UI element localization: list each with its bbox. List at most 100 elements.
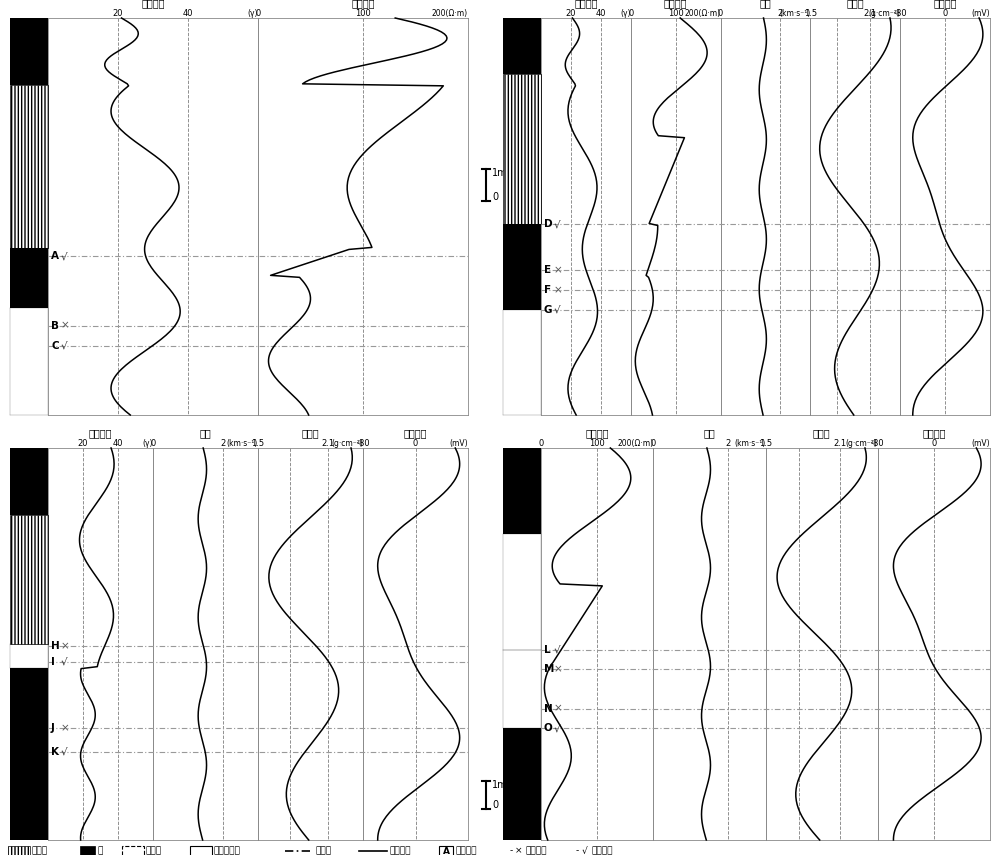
Text: 2.1: 2.1 bbox=[864, 9, 877, 18]
Text: 40: 40 bbox=[596, 9, 606, 18]
Bar bbox=[190, 846, 212, 855]
Text: (mV): (mV) bbox=[971, 439, 990, 448]
Text: 0: 0 bbox=[492, 192, 498, 202]
Text: (γ): (γ) bbox=[620, 9, 631, 18]
Text: 正确边界: 正确边界 bbox=[591, 846, 612, 855]
Text: ×: × bbox=[61, 723, 70, 734]
Text: -80: -80 bbox=[871, 439, 885, 448]
Text: 自然伽玛: 自然伽玛 bbox=[141, 0, 165, 8]
Text: ×: × bbox=[61, 321, 70, 331]
Text: √: √ bbox=[582, 846, 588, 855]
Text: 2: 2 bbox=[778, 9, 783, 18]
Bar bbox=[10, 515, 48, 644]
Text: (km·s⁻¹): (km·s⁻¹) bbox=[227, 439, 258, 448]
Text: 100: 100 bbox=[355, 9, 371, 18]
Text: 视密度: 视密度 bbox=[813, 428, 830, 438]
Text: 错误边界: 错误边界 bbox=[525, 846, 546, 855]
Text: 自然电位: 自然电位 bbox=[404, 428, 427, 438]
Text: H: H bbox=[51, 641, 60, 651]
Text: 视电阻率: 视电阻率 bbox=[351, 0, 375, 8]
Bar bbox=[503, 18, 541, 74]
Bar bbox=[503, 74, 541, 225]
Text: (g·cm⁻²): (g·cm⁻²) bbox=[868, 9, 900, 18]
Bar bbox=[10, 668, 48, 840]
Text: (mV): (mV) bbox=[449, 439, 468, 448]
Text: 视密度: 视密度 bbox=[302, 428, 319, 438]
Text: ×: × bbox=[515, 846, 523, 855]
Text: 0: 0 bbox=[718, 9, 723, 18]
Text: O: O bbox=[544, 723, 553, 734]
Text: 煤: 煤 bbox=[97, 846, 102, 855]
Bar bbox=[503, 225, 541, 310]
Bar bbox=[80, 846, 95, 855]
Bar bbox=[122, 846, 144, 855]
Text: (km·s⁻¹): (km·s⁻¹) bbox=[779, 9, 810, 18]
Text: √: √ bbox=[61, 746, 68, 757]
Text: 声波: 声波 bbox=[200, 428, 211, 438]
Text: 100: 100 bbox=[589, 439, 605, 448]
Text: 视电阻率: 视电阻率 bbox=[664, 0, 687, 8]
Text: 煤区间: 煤区间 bbox=[146, 846, 162, 855]
Text: 20: 20 bbox=[566, 9, 576, 18]
Text: 自然电位: 自然电位 bbox=[933, 0, 957, 8]
Text: √: √ bbox=[554, 304, 561, 315]
Bar bbox=[10, 448, 48, 515]
Text: ×: × bbox=[554, 265, 563, 275]
Text: D: D bbox=[544, 220, 553, 229]
Text: -: - bbox=[509, 846, 513, 855]
Text: 1.5: 1.5 bbox=[251, 439, 265, 448]
Text: 天然焦区间: 天然焦区间 bbox=[214, 846, 241, 855]
Text: ×: × bbox=[554, 664, 563, 675]
Text: 0: 0 bbox=[651, 439, 656, 448]
Text: F: F bbox=[544, 285, 551, 295]
Text: 0: 0 bbox=[150, 439, 156, 448]
Text: 0: 0 bbox=[255, 9, 261, 18]
Text: 200(Ω·m): 200(Ω·m) bbox=[617, 439, 653, 448]
Text: 视密度: 视密度 bbox=[846, 0, 864, 8]
Text: 0: 0 bbox=[492, 799, 498, 810]
Text: (γ): (γ) bbox=[143, 439, 153, 448]
Text: (km·s⁻¹): (km·s⁻¹) bbox=[734, 439, 766, 448]
Text: I: I bbox=[51, 657, 55, 667]
Text: (mV): (mV) bbox=[971, 9, 990, 18]
Bar bbox=[10, 86, 48, 248]
Text: 40: 40 bbox=[113, 439, 123, 448]
Text: 20: 20 bbox=[113, 9, 123, 18]
Text: 1m: 1m bbox=[492, 168, 508, 178]
Text: C: C bbox=[51, 340, 59, 351]
Text: B: B bbox=[51, 321, 59, 331]
Text: -80: -80 bbox=[356, 439, 370, 448]
Text: 0: 0 bbox=[942, 9, 948, 18]
Text: 界限代号: 界限代号 bbox=[455, 846, 477, 855]
Text: 2.1: 2.1 bbox=[321, 439, 335, 448]
Bar bbox=[8, 846, 30, 855]
Text: A: A bbox=[442, 846, 450, 855]
Bar bbox=[503, 728, 541, 840]
Text: ×: × bbox=[61, 641, 70, 651]
Text: 0: 0 bbox=[413, 439, 418, 448]
Text: 1.5: 1.5 bbox=[804, 9, 817, 18]
Text: 1m: 1m bbox=[492, 781, 508, 790]
Text: 1.5: 1.5 bbox=[759, 439, 772, 448]
Bar bbox=[439, 846, 453, 855]
Bar bbox=[503, 448, 541, 534]
Text: L: L bbox=[544, 645, 551, 655]
Text: √: √ bbox=[61, 657, 68, 667]
Text: K: K bbox=[51, 746, 59, 757]
Bar bbox=[10, 18, 48, 86]
Bar bbox=[10, 248, 48, 308]
Text: N: N bbox=[544, 704, 553, 714]
Text: -80: -80 bbox=[893, 9, 907, 18]
Text: √: √ bbox=[61, 340, 68, 351]
Text: ×: × bbox=[554, 704, 563, 714]
Text: 0: 0 bbox=[931, 439, 936, 448]
Text: 声波: 声波 bbox=[704, 428, 715, 438]
Text: √: √ bbox=[554, 220, 561, 229]
Text: 2: 2 bbox=[725, 439, 731, 448]
Text: J: J bbox=[51, 723, 55, 734]
Text: √: √ bbox=[554, 645, 561, 655]
Text: A: A bbox=[51, 251, 59, 261]
Text: 自然电位: 自然电位 bbox=[922, 428, 946, 438]
Text: 0: 0 bbox=[538, 439, 544, 448]
Text: G: G bbox=[544, 304, 552, 315]
